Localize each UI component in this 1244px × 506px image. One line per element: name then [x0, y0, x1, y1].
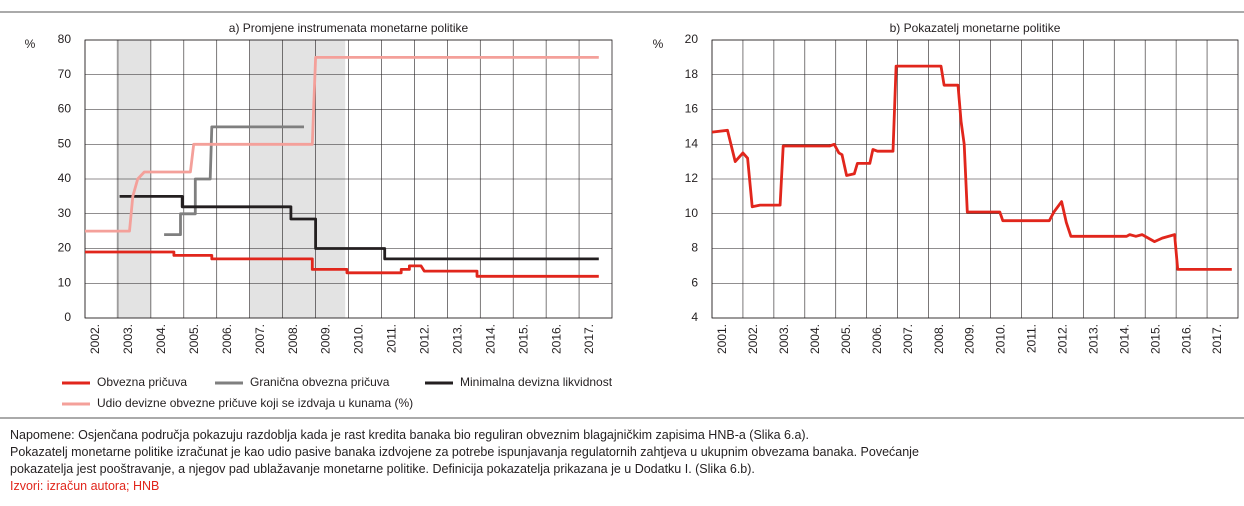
y-tick-label: 8 — [691, 241, 698, 255]
data-line — [711, 64, 1232, 271]
x-tick-label: 2014. — [483, 324, 497, 354]
y-axis-label: % — [653, 37, 664, 51]
x-tick-label: 2012. — [1056, 324, 1070, 354]
x-tick-label: 2004. — [154, 324, 168, 354]
x-tick-label: 2010. — [352, 324, 366, 354]
x-tick-label: 2013. — [450, 324, 464, 354]
x-tick-label: 2015. — [516, 324, 530, 354]
y-tick-label: 0 — [64, 310, 71, 324]
plot-frame — [711, 39, 1239, 319]
x-tick-label: 2010. — [994, 324, 1008, 354]
x-tick-label: 2001. — [715, 324, 729, 354]
x-tick-label: 2003. — [777, 324, 791, 354]
x-tick-label: 2006. — [870, 324, 884, 354]
y-tick-label: 12 — [685, 171, 699, 185]
y-tick-label: 18 — [685, 67, 699, 81]
charts: 0 10 20 30 40 50 60 70 80 2002. 2003. 2004. 2005. 200… — [0, 11, 1244, 419]
y-tick-label: 80 — [58, 32, 72, 46]
y-tick-label: 60 — [58, 102, 72, 116]
data-line — [119, 195, 599, 261]
note: pokazatelja jest pooštravanje, a njegov … — [10, 462, 755, 476]
x-tick-label: 2016. — [1179, 324, 1193, 354]
y-tick-label: 6 — [691, 275, 698, 289]
x-tick-label: 2008. — [932, 324, 946, 354]
legend-label: Obvezna pričuva — [97, 375, 187, 389]
note: Napomene: Osjenčana područja pokazuju ra… — [10, 428, 810, 442]
y-axis-label: % — [25, 37, 36, 51]
note: Pokazatelj monetarne politike izračunat … — [10, 445, 919, 459]
x-tick-label: 2017. — [1210, 324, 1224, 354]
x-tick-label: 2002. — [746, 324, 760, 354]
x-tick-label: 2017. — [582, 324, 596, 354]
y-tick-label: 4 — [691, 310, 698, 324]
x-tick-label: 2007. — [901, 324, 915, 354]
x-tick-label: 2016. — [549, 324, 563, 354]
y-tick-label: 14 — [685, 136, 699, 150]
legend-label: Udio devizne obvezne pričuve koji se izd… — [97, 396, 413, 410]
x-tick-label: 2011. — [385, 324, 399, 353]
source: Izvori: izračun autora; HNB — [10, 479, 160, 493]
plot-frame — [84, 39, 613, 319]
y-tick-label: 10 — [685, 206, 699, 220]
y-tick-label: 20 — [58, 241, 72, 255]
x-tick-label: 2014. — [1117, 324, 1131, 354]
y-tick-label: 16 — [685, 102, 699, 116]
y-tick-label: 20 — [685, 32, 699, 46]
x-tick-label: 2003. — [121, 324, 135, 354]
chart-title: a) Promjene instrumenata monetarne polit… — [229, 21, 469, 35]
x-tick-label: 2009. — [963, 324, 977, 354]
x-tick-label: 2002. — [88, 324, 102, 354]
y-tick-label: 10 — [58, 275, 72, 289]
x-tick-label: 2011. — [1025, 324, 1039, 353]
y-tick-label: 40 — [58, 171, 72, 185]
chart-title: b) Pokazatelj monetarne politike — [890, 21, 1061, 35]
y-tick-label: 70 — [58, 67, 72, 81]
data-line — [85, 250, 599, 278]
x-tick-label: 2012. — [418, 324, 432, 354]
x-tick-label: 2015. — [1148, 324, 1162, 354]
x-tick-label: 2013. — [1086, 324, 1100, 354]
x-tick-label: 2007. — [253, 324, 267, 354]
x-tick-label: 2005. — [187, 324, 201, 354]
x-tick-label: 2005. — [839, 324, 853, 354]
x-tick-label: 2008. — [286, 324, 300, 354]
legend-label: Minimalna devizna likvidnost — [460, 375, 613, 389]
legend-label: Granična obvezna pričuva — [250, 375, 390, 389]
x-tick-label: 2004. — [808, 324, 822, 354]
y-tick-label: 30 — [58, 206, 72, 220]
x-tick-label: 2009. — [319, 324, 333, 354]
y-tick-label: 50 — [58, 136, 72, 150]
x-tick-label: 2006. — [220, 324, 234, 354]
data-line — [85, 56, 599, 233]
